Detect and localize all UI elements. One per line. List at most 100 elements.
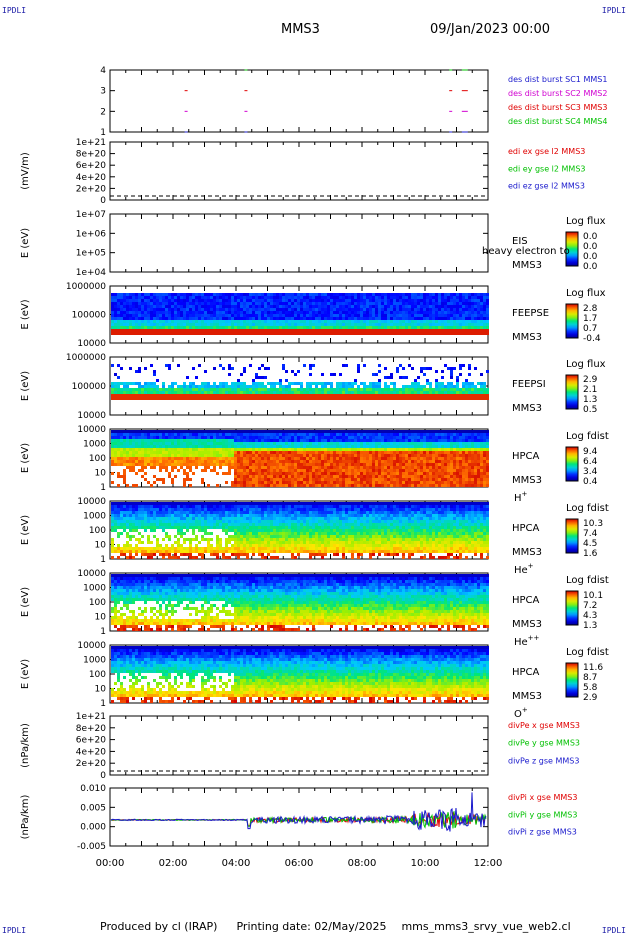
spacecraft-label: MMS3	[512, 691, 542, 702]
colorbar-tick-label: 6.4	[583, 457, 598, 467]
colorbar-title: Log flux	[566, 216, 606, 227]
y-tick-label: 1000000	[66, 353, 106, 363]
spacecraft-label: MMS3	[512, 547, 542, 558]
y-axis-label: E (eV)	[20, 587, 31, 617]
y-tick-label: 6e+20	[76, 736, 107, 746]
y-tick-label: 0.010	[80, 784, 106, 794]
panel-frame-edi	[110, 142, 488, 200]
y-tick-label: 1000	[83, 440, 106, 450]
species-label: heavy electron to	[482, 246, 570, 257]
colorbar-tick-label: 2.9	[583, 375, 598, 385]
y-tick-label: 4e+20	[76, 747, 107, 757]
colorbar-tick-label: 2.1	[583, 385, 597, 395]
legend-entry: divPe x gse MMS3	[508, 721, 580, 730]
footer-script-name: mms_mms3_srvy_vue_web2.cl	[401, 920, 570, 933]
y-tick-label: -0.005	[77, 842, 106, 852]
y-tick-label: 1e+07	[76, 210, 106, 220]
y-axis-label: E (eV)	[20, 371, 31, 401]
y-tick-label: 3	[100, 87, 106, 97]
x-tick-label: 00:00	[96, 858, 125, 869]
y-tick-label: 1000	[83, 512, 106, 522]
y-tick-label: 1	[100, 699, 106, 709]
heatmap-hpca_he	[111, 502, 489, 559]
y-tick-label: 8e+20	[76, 724, 107, 734]
y-tick-label: 1000000	[66, 282, 106, 292]
y-axis-label: E (eV)	[20, 228, 31, 258]
y-tick-label: 10	[95, 613, 107, 623]
panel-frame-divpe	[110, 716, 488, 775]
y-tick-label: 1e+21	[76, 712, 106, 722]
instrument-label: HPCA	[512, 523, 540, 534]
legend-entry: divPi x gse MMS3	[508, 793, 577, 802]
divpi-series-line	[111, 792, 486, 831]
colorbar-tick-label: 9.4	[583, 447, 598, 457]
y-tick-label: 1e+05	[76, 249, 106, 259]
y-tick-label: 10000	[77, 411, 106, 421]
heatmap-hpca_h	[111, 430, 489, 487]
y-tick-label: 0	[100, 771, 106, 781]
colorbar-tick-label: 0.4	[583, 477, 598, 487]
colorbar-tick-label: 2.8	[583, 304, 598, 314]
colorbar-tick-label: 10.1	[583, 591, 603, 601]
colorbar	[566, 304, 578, 338]
y-axis-label: E (eV)	[20, 299, 31, 329]
colorbar-tick-label: 11.6	[583, 663, 603, 673]
y-axis-label: (nPa/km)	[20, 723, 31, 768]
panel-frame-burst	[110, 70, 488, 132]
colorbar-title: Log fdist	[566, 575, 609, 586]
colorbar-tick-label: 0.7	[583, 324, 597, 334]
colorbar-title: Log fdist	[566, 503, 609, 514]
spacecraft-label: MMS3	[512, 332, 542, 343]
colorbar-tick-label: 4.5	[583, 539, 597, 549]
y-tick-label: 4e+20	[76, 173, 107, 183]
heatmap-hpca_o	[111, 646, 489, 703]
y-tick-label: 8e+20	[76, 150, 107, 160]
y-tick-label: 10000	[77, 339, 106, 349]
legend-entry: divPi y gse MMS3	[508, 810, 577, 819]
y-axis-label: E (eV)	[20, 515, 31, 545]
colorbar-tick-label: 1.3	[583, 621, 597, 631]
colorbar-tick-label: 5.8	[583, 683, 598, 693]
instrument-label: FEEPSE	[512, 308, 549, 319]
legend-entry: des dist burst SC3 MMS3	[508, 103, 607, 112]
colorbar	[566, 591, 578, 625]
spacecraft-label: MMS3	[512, 619, 542, 630]
legend-entry: des dist burst SC4 MMS4	[508, 117, 607, 126]
y-tick-label: 1e+06	[76, 229, 107, 239]
spacecraft-label: MMS3	[512, 403, 542, 414]
legend-entry: des dist burst SC1 MMS1	[508, 75, 607, 84]
legend-entry: des dist burst SC2 MMS2	[508, 89, 607, 98]
colorbar-tick-label: 8.7	[583, 673, 597, 683]
colorbar	[566, 519, 578, 553]
colorbar-tick-label: 0.0	[583, 262, 598, 272]
y-tick-label: 1e+04	[76, 268, 107, 278]
y-tick-label: 0.005	[80, 803, 106, 813]
colorbar-title: Log flux	[566, 288, 606, 299]
y-tick-label: 100000	[72, 382, 107, 392]
x-tick-label: 06:00	[285, 858, 314, 869]
colorbar-tick-label: 0.0	[583, 232, 598, 242]
colorbar-tick-label: 3.4	[583, 467, 598, 477]
y-tick-label: 10	[95, 469, 107, 479]
x-tick-label: 08:00	[348, 858, 377, 869]
y-tick-label: 1000	[83, 656, 106, 666]
y-tick-label: 1	[100, 555, 106, 565]
panel-frame-eis	[110, 214, 488, 272]
y-tick-label: 100	[89, 526, 106, 536]
x-tick-label: 02:00	[159, 858, 188, 869]
footer: Produced by cl (IRAP) Printing date: 02/…	[100, 920, 571, 933]
x-tick-label: 10:00	[411, 858, 440, 869]
spacecraft-label: MMS3	[512, 475, 542, 486]
species-label: He+	[514, 562, 534, 576]
colorbar-tick-label: 0.5	[583, 405, 597, 415]
x-tick-label: 04:00	[222, 858, 251, 869]
y-tick-label: 100	[89, 598, 106, 608]
y-axis-label: E (eV)	[20, 659, 31, 689]
heatmap-feepse	[111, 293, 489, 335]
legend-entry: divPe z gse MMS3	[508, 756, 579, 765]
y-tick-label: 10	[95, 685, 107, 695]
y-tick-label: 2	[100, 107, 106, 117]
instrument-label: HPCA	[512, 451, 540, 462]
colorbar	[566, 375, 578, 409]
